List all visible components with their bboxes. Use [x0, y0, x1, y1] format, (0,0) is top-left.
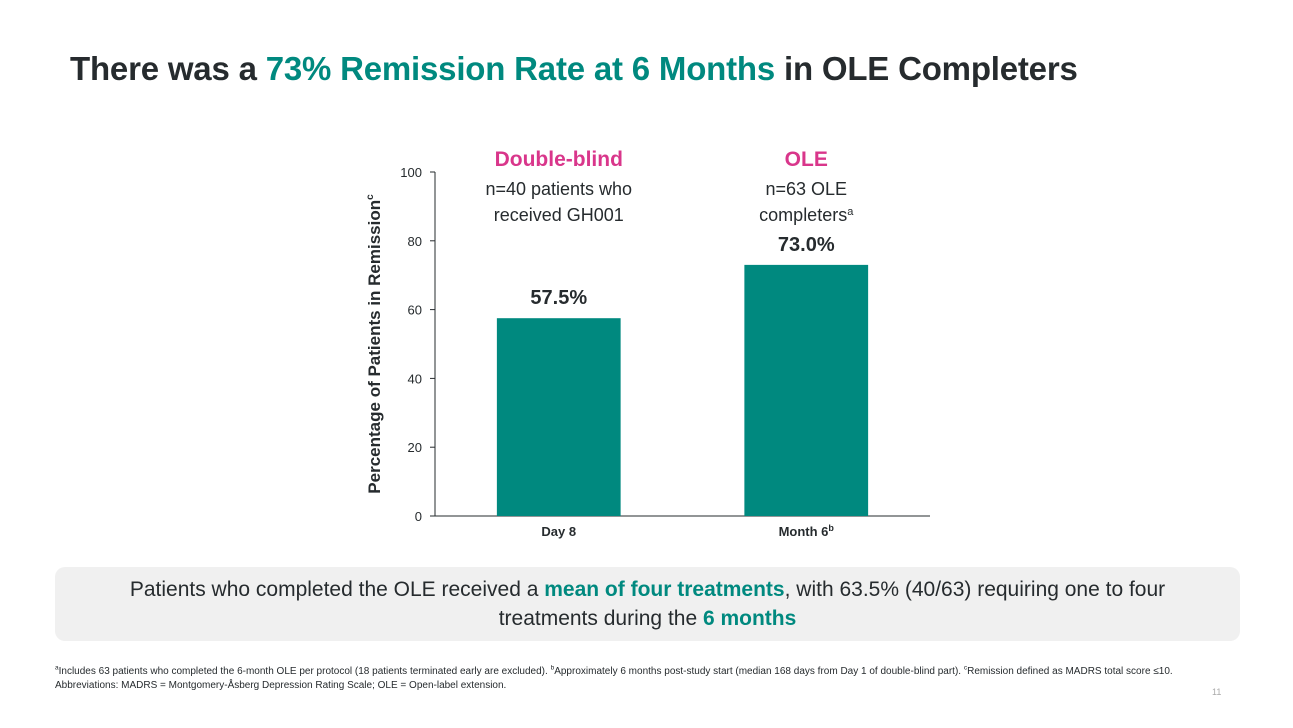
footnotes: aIncludes 63 patients who completed the …: [55, 665, 1245, 693]
footnote-text: Includes 63 patients who completed the 6…: [58, 666, 551, 677]
value-label: 57.5%: [530, 287, 587, 309]
group-subtitle-text: n=63 OLE: [765, 179, 847, 199]
y-tick-label: 0: [415, 509, 422, 524]
highlight-text: mean of four treatments: [544, 578, 785, 601]
footnote-marker: a: [55, 664, 59, 672]
group-subtitle-text: n=40 patients who: [485, 179, 632, 199]
text-segment: , with 63.5% (40/63) requiring one to fo…: [498, 578, 1166, 630]
x-tick-label-text: Month 6: [779, 524, 829, 539]
group-title: Double-blind: [495, 148, 623, 171]
footnote-line: aIncludes 63 patients who completed the …: [55, 665, 1245, 679]
group-subtitle: completersa: [759, 205, 854, 225]
bar: [496, 318, 621, 516]
y-axis-label: Percentage of Patients in Remissionc: [365, 194, 384, 494]
slide-title: There was a 73% Remission Rate at 6 Mont…: [70, 50, 1078, 88]
x-tick-label: Day 8: [541, 524, 576, 539]
group-subtitle: received GH001: [494, 205, 624, 225]
page-number: 11: [1212, 687, 1222, 697]
group-subtitle: n=40 patients who: [485, 179, 632, 199]
y-axis-label-text: Percentage of Patients in Remission: [365, 200, 384, 494]
x-tick-label: Month 6b: [779, 523, 835, 539]
bar: [744, 264, 869, 516]
x-tick-label-text: Day 8: [541, 524, 576, 539]
group-subtitle-text: completers: [759, 205, 847, 225]
y-axis-label-sup: c: [365, 194, 376, 200]
highlight-text: 73% Remission Rate at 6 Months: [265, 50, 776, 87]
footnote-text: Approximately 6 months post-study start …: [554, 666, 964, 677]
y-tick-label: 60: [408, 303, 422, 318]
footnote-marker: c: [963, 664, 968, 672]
group-subtitle-sup: a: [847, 206, 854, 218]
callout-box: Patients who completed the OLE received …: [55, 567, 1240, 641]
abbreviations: Abbreviations: MADRS = Montgomery-Åsberg…: [55, 680, 507, 691]
y-tick-label: 40: [408, 371, 422, 386]
text-segment: Patients who completed the OLE received …: [129, 578, 545, 601]
value-label: 73.0%: [778, 234, 835, 256]
footnote-text: Remission defined as MADRS total score ≤…: [967, 666, 1173, 677]
y-tick-label: 80: [408, 234, 422, 249]
group-title: OLE: [785, 148, 828, 171]
y-tick-label: 20: [408, 440, 422, 455]
text-segment: in OLE Completers: [775, 50, 1078, 87]
x-tick-label-sup: b: [828, 523, 834, 533]
text-segment: There was a: [70, 50, 266, 87]
group-subtitle: n=63 OLE: [765, 179, 847, 199]
group-subtitle-text: received GH001: [494, 205, 624, 225]
highlight-text: 6 months: [702, 607, 797, 630]
footnote-marker: b: [550, 664, 555, 672]
y-tick-label: 100: [400, 165, 422, 180]
